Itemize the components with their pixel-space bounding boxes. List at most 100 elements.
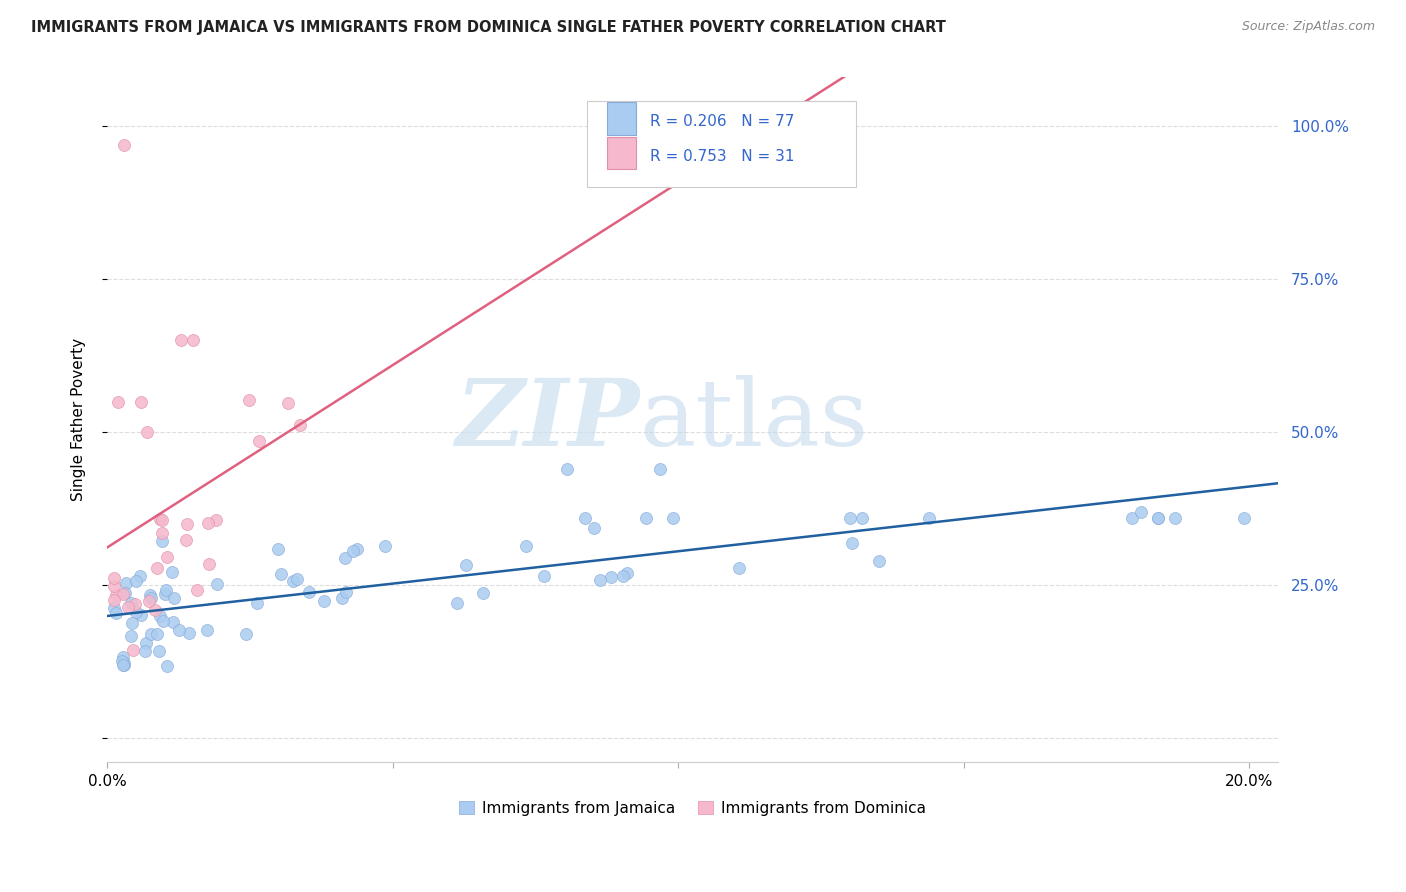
Point bbox=[868, 554, 890, 568]
Point bbox=[105, 588, 128, 602]
Point bbox=[197, 516, 219, 530]
Point bbox=[841, 536, 863, 550]
Point bbox=[616, 566, 638, 580]
Point bbox=[111, 650, 134, 665]
Point bbox=[246, 596, 269, 610]
Point bbox=[197, 623, 219, 637]
Point bbox=[114, 586, 136, 600]
Point bbox=[1147, 510, 1170, 524]
Point bbox=[281, 574, 304, 588]
Point bbox=[454, 558, 477, 572]
Point bbox=[285, 572, 308, 586]
Point bbox=[139, 588, 162, 602]
Point bbox=[312, 594, 335, 608]
Point bbox=[155, 582, 177, 597]
Point bbox=[333, 551, 356, 566]
Point bbox=[198, 557, 221, 571]
Point bbox=[120, 596, 142, 610]
Point bbox=[103, 578, 125, 592]
Point bbox=[1146, 510, 1168, 524]
Point bbox=[150, 525, 173, 540]
Point bbox=[1121, 510, 1143, 524]
Point bbox=[112, 137, 135, 152]
Point bbox=[298, 585, 321, 599]
Point bbox=[176, 517, 198, 532]
Point bbox=[612, 569, 634, 583]
Point bbox=[135, 636, 157, 650]
Point bbox=[121, 615, 143, 630]
Point bbox=[138, 594, 160, 608]
Point bbox=[110, 654, 132, 668]
Point bbox=[205, 512, 228, 526]
Point bbox=[111, 657, 134, 672]
Point bbox=[121, 642, 143, 657]
Point bbox=[277, 396, 299, 410]
Point bbox=[153, 587, 176, 601]
Text: R = 0.206   N = 77: R = 0.206 N = 77 bbox=[650, 114, 794, 129]
Point bbox=[335, 585, 357, 599]
Point bbox=[141, 627, 163, 641]
Point bbox=[112, 587, 135, 601]
Point bbox=[270, 567, 292, 582]
Point bbox=[851, 510, 873, 524]
Point bbox=[103, 601, 125, 615]
Point bbox=[555, 462, 578, 476]
Point bbox=[146, 627, 169, 641]
Point bbox=[1129, 505, 1152, 519]
FancyBboxPatch shape bbox=[586, 102, 856, 187]
Point bbox=[583, 521, 606, 535]
Point bbox=[636, 511, 658, 525]
Point bbox=[131, 607, 153, 622]
Point bbox=[112, 657, 135, 672]
Point bbox=[163, 591, 186, 606]
Point bbox=[662, 510, 685, 524]
Point bbox=[267, 541, 290, 556]
Point bbox=[115, 576, 138, 591]
Point bbox=[162, 565, 184, 579]
Point bbox=[143, 603, 166, 617]
Point bbox=[152, 615, 174, 629]
Point bbox=[117, 599, 139, 614]
Y-axis label: Single Father Poverty: Single Father Poverty bbox=[72, 338, 86, 501]
Point bbox=[181, 334, 204, 348]
Text: atlas: atlas bbox=[640, 375, 869, 465]
Point bbox=[249, 434, 271, 449]
Point bbox=[170, 334, 193, 348]
Point bbox=[342, 544, 364, 558]
Point bbox=[150, 534, 173, 549]
Point bbox=[533, 569, 555, 583]
Point bbox=[139, 591, 162, 605]
Point bbox=[346, 541, 368, 556]
Point bbox=[134, 644, 156, 658]
Point bbox=[129, 569, 152, 583]
Point bbox=[149, 512, 172, 526]
Bar bbox=[607, 102, 636, 135]
Point bbox=[288, 417, 311, 432]
Point bbox=[1233, 510, 1256, 524]
Point bbox=[374, 539, 396, 553]
Point bbox=[124, 597, 146, 611]
Point bbox=[136, 425, 159, 439]
Text: IMMIGRANTS FROM JAMAICA VS IMMIGRANTS FROM DOMINICA SINGLE FATHER POVERTY CORREL: IMMIGRANTS FROM JAMAICA VS IMMIGRANTS FR… bbox=[31, 20, 946, 35]
Point bbox=[186, 583, 208, 598]
Point bbox=[107, 394, 129, 409]
Point bbox=[235, 626, 257, 640]
Point bbox=[156, 659, 179, 673]
Point bbox=[238, 393, 260, 408]
Point bbox=[1164, 510, 1187, 524]
Point bbox=[472, 585, 495, 599]
Point bbox=[167, 624, 190, 638]
Point bbox=[839, 510, 862, 524]
Point bbox=[125, 605, 148, 619]
Point bbox=[515, 539, 537, 553]
Text: R = 0.753   N = 31: R = 0.753 N = 31 bbox=[650, 149, 794, 164]
Point bbox=[120, 629, 142, 643]
Point bbox=[103, 592, 125, 607]
Point bbox=[174, 533, 197, 548]
Point bbox=[131, 394, 153, 409]
Text: ZIP: ZIP bbox=[456, 375, 640, 465]
Point bbox=[446, 596, 468, 610]
Point bbox=[103, 571, 125, 585]
Point bbox=[152, 513, 174, 527]
Point bbox=[162, 615, 184, 629]
